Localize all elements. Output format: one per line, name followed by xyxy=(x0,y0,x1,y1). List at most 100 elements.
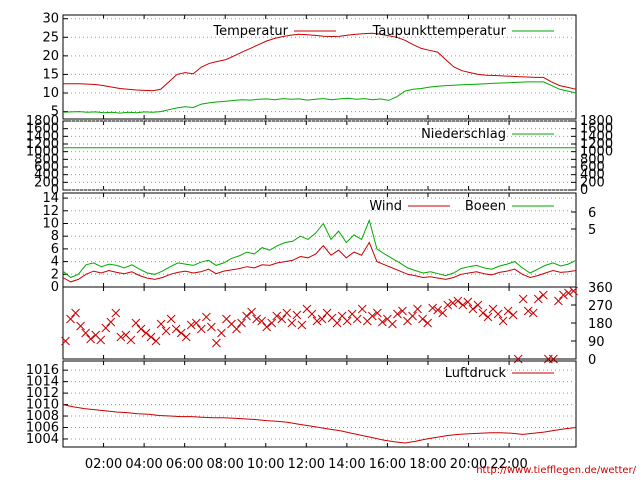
scatter-x xyxy=(81,328,90,338)
scatter-x xyxy=(473,300,483,310)
panel-frame xyxy=(62,360,577,448)
scatter-x xyxy=(448,298,458,308)
scatter-point xyxy=(468,304,478,314)
scatter-x xyxy=(398,306,407,316)
scatter-point xyxy=(262,322,272,332)
x-tick-label: 06:00 xyxy=(166,457,203,472)
legend-taupunkt-label: Taupunkttemperatur xyxy=(372,24,507,39)
scatter-point xyxy=(478,308,488,318)
y-tick-label: 4 xyxy=(51,255,59,270)
scatter-x xyxy=(438,308,448,318)
scatter-point xyxy=(242,311,251,321)
y2-tick-label: 1200 xyxy=(580,137,613,152)
y-tick-label: 1012 xyxy=(26,386,59,401)
scatter-x xyxy=(352,314,362,324)
scatter-x xyxy=(388,319,397,329)
scatter-point xyxy=(282,308,292,318)
scatter-point xyxy=(453,296,463,306)
scatter-x xyxy=(393,309,402,319)
scatter-point xyxy=(549,354,558,364)
scatter-point xyxy=(357,304,367,314)
scatter-x xyxy=(327,313,337,323)
scatter-x xyxy=(317,314,327,324)
scatter-x xyxy=(518,294,528,304)
scatter-x xyxy=(277,314,287,324)
scatter-x xyxy=(146,332,156,342)
x-tick-label: 20:00 xyxy=(450,457,487,472)
y-tick-label: 6 xyxy=(51,242,59,257)
scatter-x xyxy=(196,324,206,334)
scatter-x xyxy=(232,324,241,334)
y2-tick-label: 1400 xyxy=(580,129,613,144)
scatter-x xyxy=(413,304,422,314)
scatter-point xyxy=(483,312,493,322)
scatter-point xyxy=(247,307,256,317)
scatter-x xyxy=(423,318,432,328)
y-tick-label: 10 xyxy=(42,216,59,231)
scatter-point xyxy=(76,321,85,331)
scatter-point xyxy=(272,311,282,321)
y-tick-label: 2 xyxy=(51,267,59,282)
y2-tick-label: 5 xyxy=(588,223,596,238)
scatter-x xyxy=(116,332,126,342)
y2-tick-label: 180 xyxy=(588,317,613,332)
scatter-x xyxy=(217,328,226,338)
scatter-x xyxy=(302,304,312,314)
y-tick-label: 5 xyxy=(51,105,59,120)
scatter-point xyxy=(533,294,543,304)
scatter-x xyxy=(191,318,201,328)
scatter-x xyxy=(443,300,453,310)
scatter-x xyxy=(242,311,251,321)
series-line-boeen xyxy=(62,218,577,279)
scatter-point xyxy=(312,316,322,326)
scatter-point xyxy=(267,318,277,328)
y-tick-label: 0 xyxy=(51,280,59,295)
scatter-x xyxy=(86,334,96,344)
scatter-x xyxy=(166,314,176,324)
scatter-x xyxy=(126,335,136,345)
scatter-point xyxy=(423,318,432,328)
scatter-x xyxy=(538,290,548,300)
scatter-point xyxy=(217,328,226,338)
scatter-x xyxy=(428,303,438,313)
scatter-x xyxy=(533,294,543,304)
scatter-x xyxy=(468,304,478,314)
scatter-x xyxy=(569,286,578,296)
scatter-x xyxy=(136,324,146,334)
source-url[interactable]: http://www.tiefflegen.de/wetter/ xyxy=(476,465,636,476)
scatter-x xyxy=(564,288,573,298)
legend-niederschlag-label: Niederschlag xyxy=(421,127,506,142)
y2-tick-label: 1600 xyxy=(580,122,613,137)
scatter-x xyxy=(554,296,563,306)
scatter-point xyxy=(181,332,191,342)
scatter-x xyxy=(267,318,277,328)
scatter-point xyxy=(207,322,216,332)
x-tick-label: 22:00 xyxy=(490,457,527,472)
y-tick-label: 1004 xyxy=(26,432,59,447)
scatter-point xyxy=(352,314,362,324)
scatter-x xyxy=(106,317,116,327)
scatter-point xyxy=(528,308,538,318)
scatter-point xyxy=(438,308,448,318)
scatter-point xyxy=(196,324,206,334)
scatter-x xyxy=(523,306,533,316)
scatter-x xyxy=(141,328,151,338)
scatter-point xyxy=(498,316,508,326)
scatter-point xyxy=(66,314,75,324)
scatter-point xyxy=(96,335,106,345)
x-tick-label: 14:00 xyxy=(328,457,365,472)
scatter-point xyxy=(388,319,397,329)
scatter-point xyxy=(518,294,528,304)
scatter-point xyxy=(106,317,116,327)
scatter-x xyxy=(498,316,508,326)
x-tick-label: 18:00 xyxy=(409,457,446,472)
x-tick-label: 08:00 xyxy=(206,457,243,472)
scatter-point xyxy=(141,328,151,338)
scatter-point xyxy=(71,308,80,318)
scatter-x xyxy=(227,319,236,329)
scatter-x xyxy=(156,319,166,329)
scatter-x xyxy=(337,311,347,321)
scatter-point xyxy=(418,314,427,324)
scatter-point xyxy=(81,328,90,338)
scatter-point xyxy=(237,318,246,328)
